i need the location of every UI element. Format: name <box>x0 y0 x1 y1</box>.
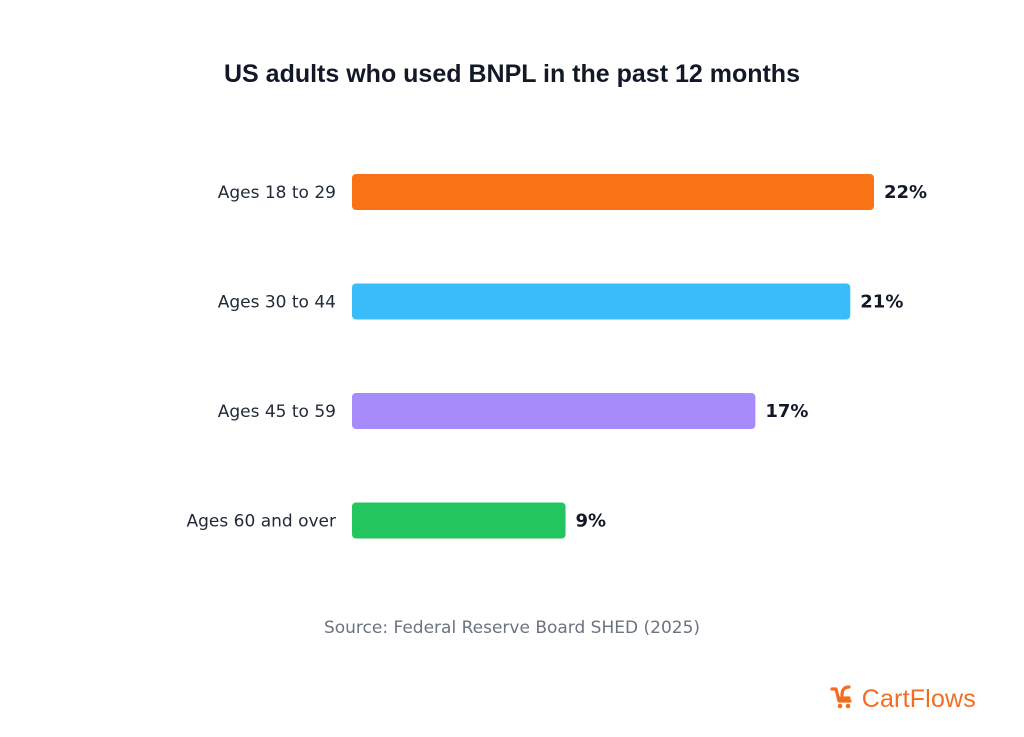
cartflows-logo: CartFlows <box>830 684 976 715</box>
logo-text: CartFlows <box>861 685 976 713</box>
category-label: Ages 18 to 29 <box>218 183 336 203</box>
value-label: 9% <box>576 511 607 532</box>
cart-icon <box>830 684 856 715</box>
bars-group: Ages 18 to 29 22% Ages 30 to 44 21% Ages 45 … <box>187 174 927 539</box>
value-label: 22% <box>884 182 927 203</box>
bar <box>352 393 756 429</box>
category-label: Ages 60 and over <box>187 512 336 532</box>
bar <box>352 174 874 210</box>
category-label: Ages 45 to 59 <box>218 402 336 422</box>
chart-source: Source: Federal Reserve Board SHED (2025… <box>324 618 700 638</box>
value-label: 17% <box>765 401 808 422</box>
value-label: 21% <box>860 292 903 313</box>
bar <box>352 283 851 320</box>
category-label: Ages 30 to 44 <box>218 293 336 313</box>
chart-title: US adults who used BNPL in the past 12 m… <box>224 60 800 88</box>
bar <box>352 502 566 539</box>
